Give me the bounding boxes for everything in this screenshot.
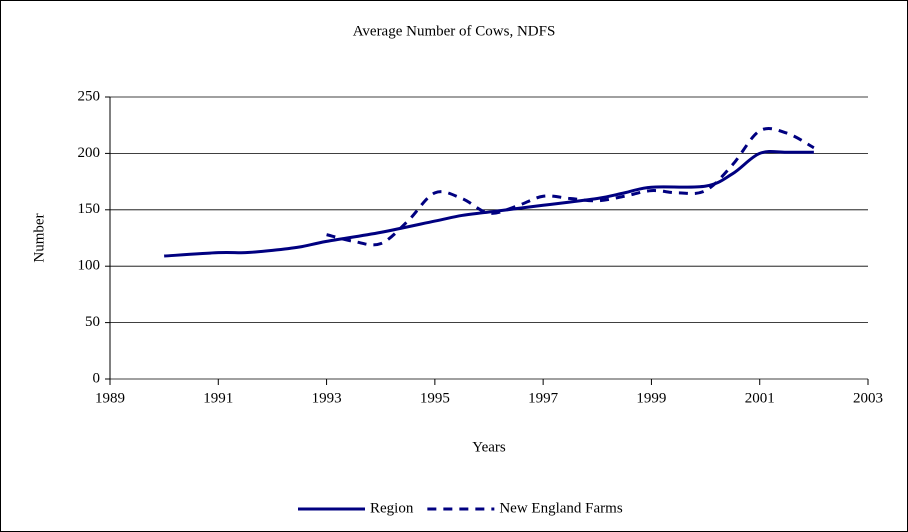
y-tick-label: 200 — [78, 145, 101, 161]
legend-label: New England Farms — [499, 500, 622, 516]
data-line — [326, 126, 815, 247]
y-tick-label: 150 — [78, 201, 101, 217]
chart-title: Average Number of Cows, NDFS — [353, 23, 556, 39]
x-tick-label: 2003 — [853, 390, 883, 406]
x-tick-label: 1993 — [312, 390, 342, 406]
x-tick-label: 2001 — [745, 390, 775, 406]
x-tick-label: 1997 — [528, 390, 559, 406]
x-tick-label: 1989 — [95, 390, 125, 406]
x-tick-label: 1999 — [636, 390, 666, 406]
data-line — [164, 150, 814, 258]
x-tick-label: 1991 — [203, 390, 233, 406]
y-tick-label: 0 — [93, 370, 101, 386]
y-tick-label: 100 — [78, 258, 101, 274]
x-axis-label: Years — [472, 439, 506, 455]
y-tick-label: 50 — [85, 314, 100, 330]
legend-label: Region — [370, 500, 414, 516]
y-axis-label: Number — [31, 213, 47, 262]
x-tick-label: 1995 — [420, 390, 450, 406]
y-tick-label: 250 — [78, 88, 101, 104]
